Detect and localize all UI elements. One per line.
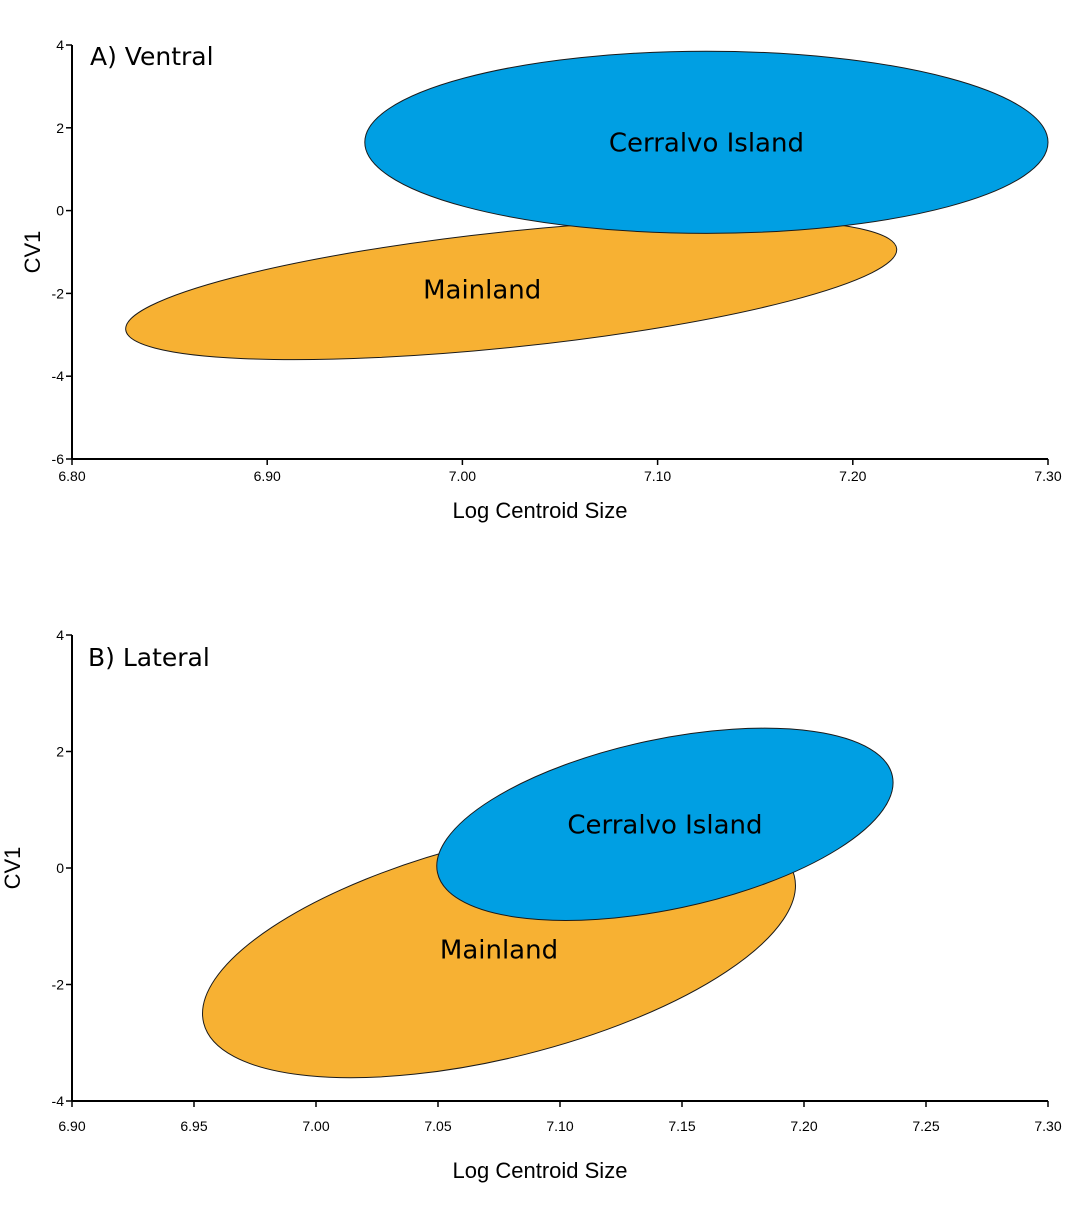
lateral-x-tick-label: 6.90 bbox=[58, 1118, 85, 1134]
lateral-x-tick-label: 6.95 bbox=[180, 1118, 207, 1134]
ventral-x-axis-title: Log Centroid Size bbox=[453, 498, 628, 523]
ventral-y-tick-label: 2 bbox=[56, 120, 64, 136]
lateral-x-tick-label: 7.30 bbox=[1034, 1118, 1061, 1134]
ventral-y-tick-label: -4 bbox=[52, 368, 65, 384]
ventral-x-tick-label: 6.80 bbox=[58, 468, 85, 484]
panel-lateral: Mainland Cerralvo Island 6.90 6.95 7.00 7.05 7… bbox=[0, 627, 1062, 1183]
ventral-x-tick-label: 6.90 bbox=[254, 468, 281, 484]
ventral-panel-title: A) Ventral bbox=[90, 42, 214, 71]
lateral-panel-title: B) Lateral bbox=[88, 643, 210, 672]
ventral-x-tick-label: 7.00 bbox=[449, 468, 476, 484]
lateral-y-axis-title: CV1 bbox=[0, 847, 25, 890]
ventral-y-tick-label: -6 bbox=[52, 451, 65, 467]
ventral-x-tick-label: 7.10 bbox=[644, 468, 671, 484]
lateral-y-tick-label: 4 bbox=[56, 627, 64, 643]
panel-ventral: Mainland Cerralvo Island 6.80 6.90 7.00 7.10 7… bbox=[20, 37, 1062, 523]
ventral-y-tick-label: 0 bbox=[56, 203, 64, 219]
ventral-x-tick-label: 7.20 bbox=[839, 468, 866, 484]
ventral-y-tick-label: -2 bbox=[52, 285, 65, 301]
ventral-y-axis-title: CV1 bbox=[20, 231, 45, 274]
lateral-x-tick-label: 7.00 bbox=[302, 1118, 329, 1134]
lateral-x-tick-label: 7.05 bbox=[424, 1118, 451, 1134]
lateral-cerralvo-island-ellipse bbox=[436, 727, 894, 921]
lateral-x-tick-label: 7.20 bbox=[790, 1118, 817, 1134]
lateral-y-tick-label: 0 bbox=[56, 860, 64, 876]
lateral-x-tick-label: 7.25 bbox=[912, 1118, 939, 1134]
ventral-x-tick-label: 7.30 bbox=[1034, 468, 1061, 484]
ventral-cerralvo-island-ellipse bbox=[364, 50, 1049, 234]
lateral-y-tick-label: -4 bbox=[52, 1093, 65, 1109]
lateral-y-tick-label: -2 bbox=[52, 977, 65, 993]
ventral-mainland-label: Mainland bbox=[423, 275, 541, 305]
ventral-y-tick-label: 4 bbox=[56, 37, 64, 53]
lateral-x-tick-label: 7.15 bbox=[668, 1118, 695, 1134]
lateral-x-axis-title: Log Centroid Size bbox=[453, 1158, 628, 1183]
ventral-mainland-ellipse bbox=[125, 218, 898, 361]
lateral-mainland-label: Mainland bbox=[440, 936, 558, 966]
ventral-cerralvo-island-label: Cerralvo Island bbox=[609, 128, 804, 158]
lateral-x-tick-label: 7.10 bbox=[546, 1118, 573, 1134]
lateral-cerralvo-island-label: Cerralvo Island bbox=[567, 810, 762, 840]
lateral-y-tick-label: 2 bbox=[56, 744, 64, 760]
